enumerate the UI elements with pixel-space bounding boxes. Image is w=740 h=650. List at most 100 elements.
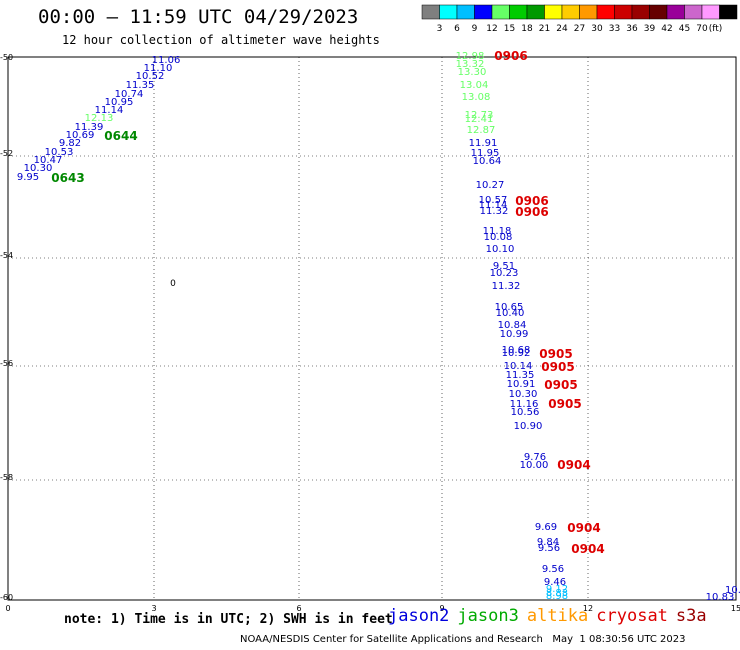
wave-height-value: 11.32: [480, 206, 509, 217]
wave-height-value: 10.95: [105, 97, 134, 108]
x-tick-label: 15: [731, 604, 740, 612]
wave-height-value: 10.14: [504, 361, 533, 372]
color-scale-unit: (ft): [709, 24, 723, 34]
wave-height-map: 0 3 6 9 12 15-50-52-54-56-58-60011.0611.1010.…: [0, 49, 740, 612]
pass-time-label: 0905: [544, 378, 577, 392]
x-tick-label: 3: [151, 604, 156, 612]
wave-height-value: 11.16: [510, 399, 539, 410]
wave-height-value: 10.: [725, 585, 740, 596]
pass-time-label: 0644: [104, 129, 137, 143]
wave-height-value: 10.69: [66, 130, 95, 141]
wave-height-value: 9.84: [537, 537, 559, 548]
legend-entry: jason3: [457, 606, 519, 626]
wave-height-value: 10.84: [498, 320, 527, 331]
wave-height-value: 9.56: [538, 543, 560, 554]
wave-height-value: 10.64: [473, 156, 502, 167]
wave-height-value: 10.92: [502, 348, 531, 359]
wave-height-value: 10.23: [490, 268, 519, 279]
pass-time-label: 0906: [515, 194, 548, 208]
wave-height-value: 10.56: [511, 407, 540, 418]
color-scale-label: 42: [661, 24, 672, 34]
pass-time-label: 0904: [571, 542, 604, 556]
island-outline: 0: [170, 279, 176, 289]
legend-entry: altika: [526, 606, 589, 626]
wave-height-value: 11.18: [483, 226, 512, 237]
color-scale-label: 30: [591, 24, 603, 34]
wave-height-value: 9.76: [524, 452, 546, 463]
wave-height-value: 13.08: [462, 92, 491, 103]
color-scale-label: 9: [472, 24, 478, 34]
color-scale-label: 27: [574, 24, 585, 34]
wave-height-value: 11.91: [469, 138, 498, 149]
pass-time-label: 0905: [539, 347, 572, 361]
x-tick-label: 9: [439, 604, 444, 612]
wave-height-value: 10.74: [115, 89, 144, 100]
wave-height-value: 10.30: [24, 163, 53, 174]
legend-entry: jason2: [388, 606, 450, 626]
wave-height-value: 10.00: [520, 460, 549, 471]
wave-height-value: 11.14: [95, 105, 124, 116]
wave-height-value: 13.30: [458, 67, 487, 78]
wave-height-value: 11.39: [75, 122, 104, 133]
y-tick-label: -54: [0, 251, 13, 260]
wave-height-value: 10.83: [706, 592, 735, 603]
wave-height-value: 11.32: [492, 281, 521, 292]
wave-height-value: 12.98: [456, 51, 485, 62]
wave-height-value: 11.35: [506, 370, 535, 381]
color-scale-bar: 3 6 9 12 15 18 21 24 27 30 33 36 39 42 45 70 (ft): [421, 4, 738, 34]
wave-height-value: 10.30: [509, 389, 538, 400]
y-tick-label: -60: [0, 593, 13, 602]
wave-height-value: 9.56: [542, 564, 564, 575]
y-tick-label: -52: [0, 149, 13, 158]
wave-height-value: 13.32: [456, 59, 485, 70]
color-scale-label: 45: [679, 24, 690, 34]
wave-height-value: 10.68: [502, 345, 531, 356]
pass-time-label: 0906: [515, 205, 548, 219]
map-subtitle: 12 hour collection of altimeter wave hei…: [62, 33, 380, 47]
color-scale-label: 21: [539, 24, 550, 34]
map-title: 00:00 – 11:59 UTC 04/29/2023: [38, 6, 359, 28]
color-scale-label: 3: [437, 24, 443, 34]
wave-height-value: 10.52: [136, 71, 165, 82]
satellite-legend: jason2 jason3 altika cryosat s3a: [388, 606, 715, 626]
color-scale-label: 36: [626, 24, 638, 34]
color-scale-label: 15: [504, 24, 515, 34]
color-scale-label: 24: [556, 24, 568, 34]
wave-height-value: 12.87: [467, 125, 496, 136]
wave-height-value: 9.12: [546, 584, 568, 595]
x-tick-label: 6: [296, 604, 301, 612]
wave-height-value: 10.57: [479, 195, 508, 206]
wave-height-value: 9.82: [59, 138, 81, 149]
credit-line: NOAA/NESDIS Center for Satellite Applica…: [240, 634, 686, 645]
pass-time-label: 0905: [541, 360, 574, 374]
x-tick-label: 12: [583, 604, 593, 612]
wave-height-value: 12.41: [465, 114, 494, 125]
legend-entry: cryosat: [596, 606, 668, 626]
wave-height-value: 8.83: [546, 588, 568, 599]
legend-entry: s3a: [675, 606, 707, 626]
color-swatch: [719, 4, 738, 20]
color-scale-label: 12: [486, 24, 497, 34]
wave-height-value: 10.08: [484, 232, 513, 243]
footer-note: note: 1) Time is in UTC; 2) SWH is in fe…: [64, 612, 393, 627]
y-tick-label: -58: [0, 473, 13, 482]
wave-height-value: 11.95: [471, 148, 500, 159]
wave-height-value: 13.04: [460, 80, 489, 91]
wave-height-value: 10.91: [507, 379, 536, 390]
wave-height-value: 9.69: [535, 522, 557, 533]
wave-height-value: 10.90: [514, 421, 543, 432]
wave-height-value: 11.14: [479, 200, 508, 211]
wave-height-value: 12.73: [465, 110, 494, 121]
pass-time-label: 0904: [567, 521, 600, 535]
color-scale-label: 33: [609, 24, 620, 34]
color-scale-label: 70: [696, 24, 708, 34]
wave-height-value: 10.40: [496, 308, 525, 319]
wave-height-value: 12.13: [85, 113, 114, 124]
wave-height-value: 10.47: [34, 155, 63, 166]
color-scale-label: 6: [454, 24, 460, 34]
wave-height-value: 10.10: [486, 244, 515, 255]
wave-height-value: 9.51: [493, 261, 515, 272]
wave-height-value: 9.95: [17, 172, 39, 183]
pass-time-label: 0643: [51, 171, 84, 185]
wave-height-value: 8.98: [546, 591, 568, 602]
